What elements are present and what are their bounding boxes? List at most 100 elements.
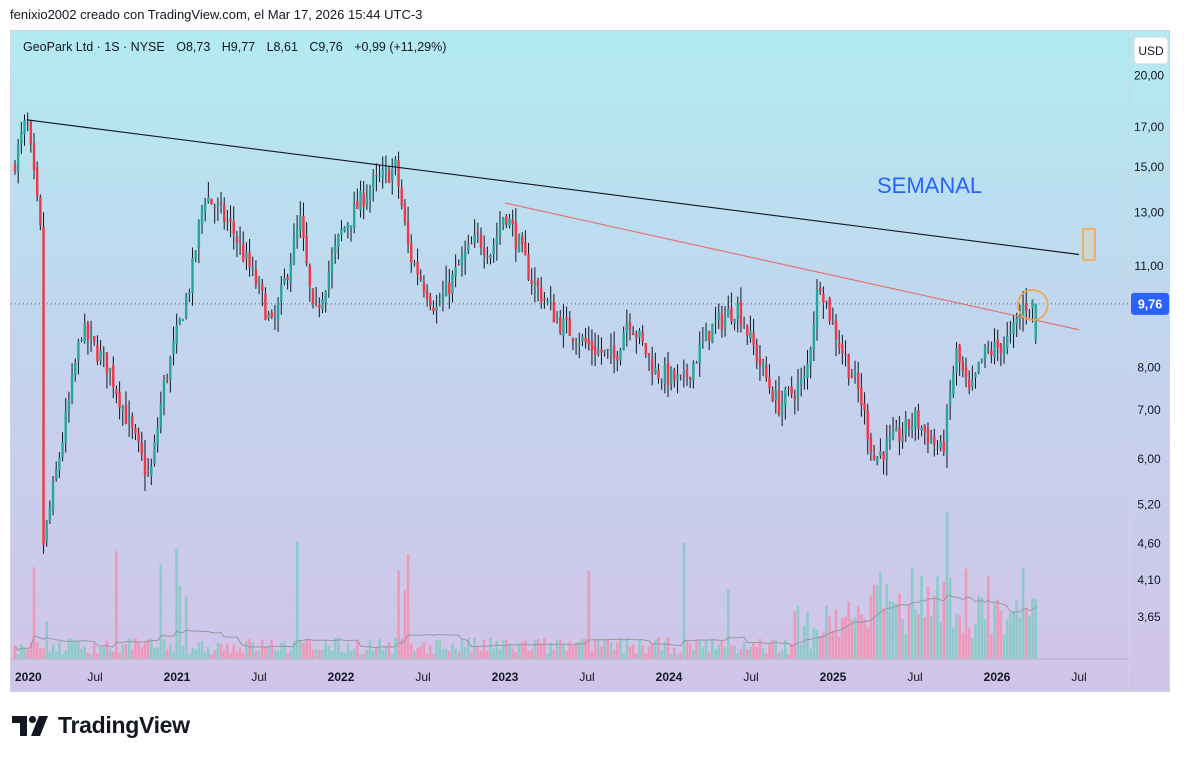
volume-bar <box>289 650 293 659</box>
candle-body <box>860 387 863 406</box>
volume-bar <box>552 649 556 659</box>
volume-bar <box>546 653 549 659</box>
candle-body <box>162 379 166 407</box>
volume-bar <box>130 650 134 659</box>
candle-body <box>961 361 965 371</box>
candle-body <box>584 337 587 343</box>
volume-bar <box>159 564 163 659</box>
volume-bar <box>13 646 17 659</box>
volume-bar <box>381 649 385 659</box>
candle-body <box>302 216 305 239</box>
volume-bar <box>882 607 885 659</box>
volume-bar <box>162 639 166 659</box>
candle-body <box>777 389 781 415</box>
candle-body <box>736 303 739 319</box>
volume-bar <box>467 637 470 659</box>
candle-body <box>857 372 860 389</box>
volume-bar <box>625 637 629 659</box>
volume-bar <box>422 642 426 659</box>
volume-bar <box>463 647 467 659</box>
candle-body <box>226 220 229 222</box>
volume-bar <box>863 618 866 659</box>
candle-body <box>549 301 552 303</box>
last-price-badge <box>1131 292 1169 315</box>
price-axis[interactable]: 20,00 17,00 15,00 13,00 11,00 8,00 7,00 6,00 5,2… <box>1128 31 1169 692</box>
volume-bar <box>1005 619 1009 659</box>
chart-background <box>11 31 1169 691</box>
candle-body <box>492 246 495 255</box>
volume-bar <box>375 646 378 659</box>
candle-body <box>844 354 847 356</box>
candle-body <box>86 322 90 340</box>
volume-bar <box>939 621 942 659</box>
candle-body <box>498 226 502 235</box>
price-chart[interactable]: 20,00 17,00 15,00 13,00 11,00 8,00 7,00 6,00 5,2… <box>11 31 1170 692</box>
candle-body <box>679 374 682 376</box>
time-axis[interactable]: 2020 Jul 2021 Jul 2022 Jul 2023 Jul 2024 Jul 2025 J… <box>11 658 1129 684</box>
volume-bar <box>73 641 77 659</box>
volume-bar <box>933 595 936 659</box>
candle-body <box>463 251 467 259</box>
candle-body <box>822 293 825 303</box>
candle-body <box>127 415 131 422</box>
volume-bar <box>942 581 946 659</box>
volume-bar <box>825 605 828 659</box>
candle-body <box>1034 303 1037 340</box>
volume-bar <box>711 638 714 659</box>
volume-bar <box>853 617 857 659</box>
candle-body <box>644 343 648 355</box>
currency-button[interactable]: USD <box>1133 36 1169 65</box>
candle-body <box>955 347 958 373</box>
volume-bar <box>143 641 147 659</box>
chart-container[interactable]: 20,00 17,00 15,00 13,00 11,00 8,00 7,00 6,00 5,2… <box>10 30 1170 692</box>
candle-body <box>210 198 213 205</box>
candle-body <box>771 390 774 402</box>
candle-body <box>124 405 128 424</box>
volume-bar <box>793 611 797 659</box>
volume-bar <box>945 511 949 659</box>
volume-bar <box>879 572 882 659</box>
volume-bar <box>869 595 873 659</box>
candle-body <box>311 289 315 305</box>
candle-body <box>787 387 790 389</box>
candle-body <box>58 457 61 471</box>
candle-body <box>42 226 45 545</box>
candle-body <box>628 322 632 331</box>
volume-bar <box>527 650 530 659</box>
trend-trendline <box>504 202 1080 331</box>
volume-bar <box>416 648 419 659</box>
trendlines-layer[interactable] <box>11 119 1129 331</box>
volume-bar <box>359 654 362 659</box>
volume-bar <box>102 646 106 659</box>
candle-body <box>942 441 946 452</box>
candle-body <box>251 267 254 270</box>
chart-caption: fenixio2002 creado con TradingView.com, … <box>10 7 423 22</box>
tradingview-footer[interactable]: TradingView <box>12 712 190 739</box>
volume-bar <box>749 646 752 659</box>
candle-body <box>990 350 993 356</box>
candle-body <box>394 159 397 167</box>
candle-body <box>689 376 692 380</box>
volume-bar <box>229 652 232 659</box>
volume-bar <box>505 639 508 659</box>
volume-bar <box>172 651 175 659</box>
volume-bar <box>875 584 879 659</box>
candle-body <box>914 410 917 428</box>
volume-bar <box>352 648 356 659</box>
candle-body <box>980 358 984 362</box>
candle-body <box>207 197 210 203</box>
volume-bar <box>92 643 96 659</box>
candle-body <box>1012 322 1015 334</box>
volume-bar <box>184 596 188 659</box>
candle-body <box>267 313 270 318</box>
candle-body <box>733 319 736 324</box>
candle-body <box>435 306 438 311</box>
volume-bar <box>470 651 473 659</box>
volume-bar <box>349 651 353 659</box>
volume-bar <box>673 647 676 659</box>
volume-bar <box>23 647 26 659</box>
candle-body <box>974 373 977 378</box>
volume-bar <box>856 605 860 659</box>
volume-bar <box>498 649 502 659</box>
volume-bar <box>822 632 825 659</box>
